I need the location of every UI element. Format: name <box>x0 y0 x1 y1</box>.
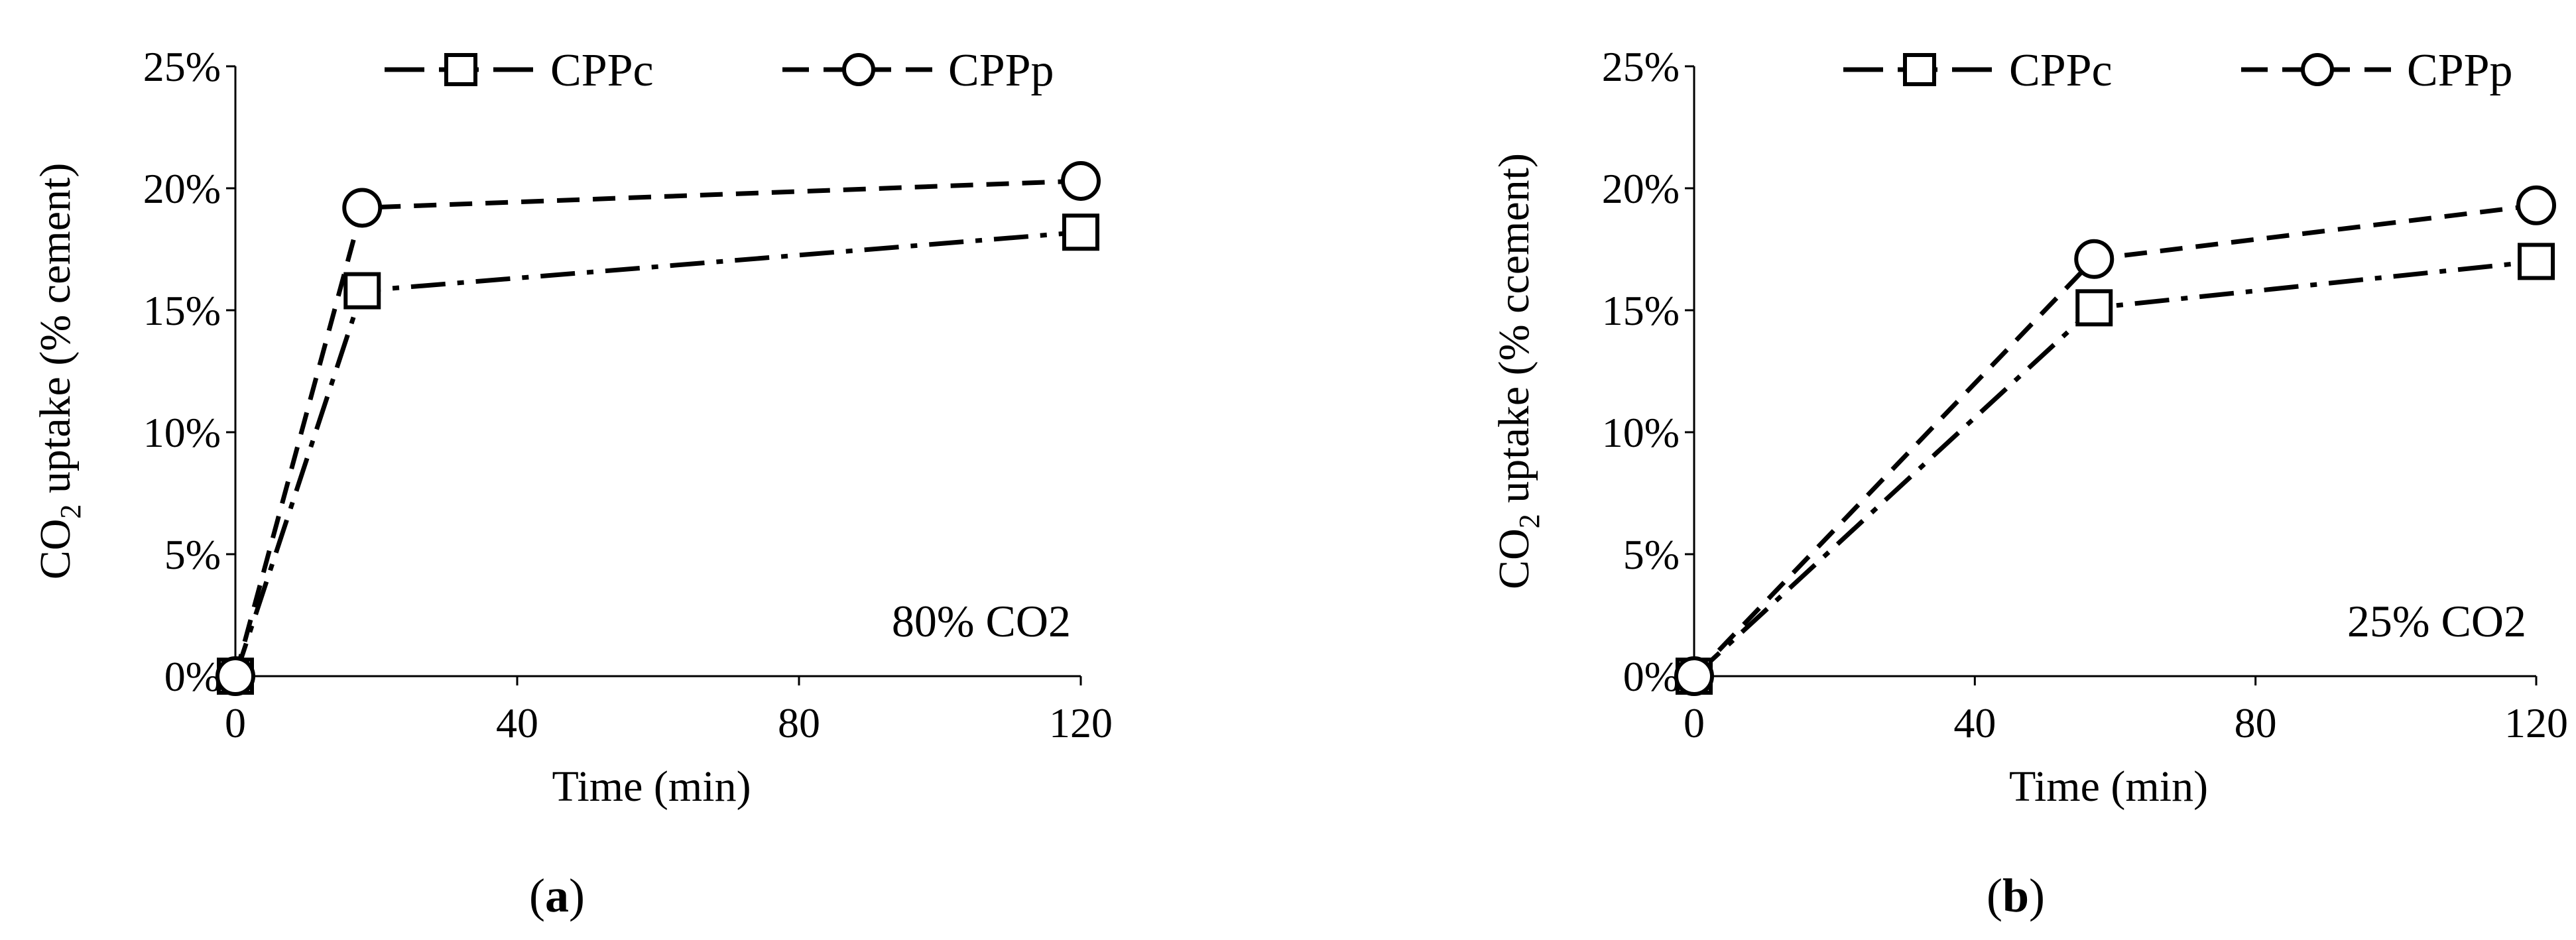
y-tick-label: 25% <box>1602 43 1680 90</box>
y-tick-label: 15% <box>1602 287 1680 334</box>
y-tick-label: 5% <box>1623 531 1680 578</box>
x-tick-label: 0 <box>225 699 246 746</box>
y-axis-title-subscript: 2 <box>54 504 87 519</box>
data-point-cppp <box>2516 185 2556 225</box>
y-axis-title-suffix: uptake (% ccement) <box>1490 153 1538 514</box>
panel-caption-open: ( <box>1987 869 2002 922</box>
x-tick-label: 40 <box>1953 699 1996 746</box>
data-point-cppp <box>342 188 383 228</box>
legend-marker-cppp <box>2301 53 2334 86</box>
legend-label-cppc: CPPc <box>2009 45 2113 96</box>
y-tick-label: 0% <box>1623 653 1680 700</box>
x-tick-label: 120 <box>2504 699 2568 746</box>
legend-label-cppp: CPPp <box>2407 45 2513 96</box>
data-point-cppp <box>2074 239 2115 279</box>
data-point-cppc <box>2075 289 2113 327</box>
panel-caption-close: ) <box>569 869 585 922</box>
data-point-cppc <box>2518 243 2555 280</box>
y-tick-label: 25% <box>143 43 221 90</box>
y-axis-title: CO2 uptake (% cement) <box>31 163 87 580</box>
panel-caption-letter: a <box>545 869 569 922</box>
y-tick-label: 0% <box>164 653 221 700</box>
panel-caption-open: ( <box>529 869 545 922</box>
panel-caption: (a) <box>529 869 585 922</box>
chart-panel-a: 0% 5% 10% 15% 20% 25% 0 40 80 120 Time (min) CO2 up… <box>31 43 1113 922</box>
x-tick-label: 120 <box>1049 699 1113 746</box>
condition-annotation: 80% CO2 <box>892 596 1071 646</box>
x-axis-title: Time (min) <box>2009 762 2208 811</box>
panel-caption-letter: b <box>2002 869 2029 922</box>
y-axis-title-subscript: 2 <box>1513 514 1546 528</box>
data-point-cppp <box>1674 656 1714 696</box>
y-axis-title-prefix: CO <box>31 519 80 580</box>
legend-label-cppc: CPPc <box>550 45 654 96</box>
x-tick-label: 80 <box>778 699 820 746</box>
y-tick-label: 10% <box>1602 409 1680 456</box>
condition-annotation: 25% CO2 <box>2347 596 2526 646</box>
x-tick-label: 80 <box>2235 699 2277 746</box>
data-point-cppc <box>1062 213 1099 251</box>
x-tick-label: 40 <box>496 699 538 746</box>
y-tick-label: 15% <box>143 287 221 334</box>
x-axis-title: Time (min) <box>552 762 751 811</box>
legend-label-cppp: CPPp <box>948 45 1054 96</box>
data-point-cppp <box>1061 160 1101 201</box>
panel-caption: (b) <box>1987 869 2045 922</box>
x-tick-label: 0 <box>1684 699 1705 746</box>
legend-marker-cppc <box>1903 53 1936 86</box>
y-axis-title-prefix: CO <box>1490 528 1538 589</box>
y-tick-label: 20% <box>1602 165 1680 212</box>
legend-marker-cppc <box>444 53 477 86</box>
chart-panel-b: 0% 5% 10% 15% 20% 25% 0 40 80 120 Time (min) CO2 up… <box>1490 43 2568 922</box>
legend-marker-cppp <box>842 53 875 86</box>
y-tick-label: 10% <box>143 409 221 456</box>
data-point-cppc <box>343 272 381 310</box>
y-axis-title: CO2 uptake (% ccement) <box>1490 153 1546 589</box>
y-tick-label: 20% <box>143 165 221 212</box>
y-tick-label: 5% <box>164 531 221 578</box>
data-point-cppp <box>215 656 255 696</box>
y-axis-title-suffix: uptake (% cement) <box>31 163 80 504</box>
panel-caption-close: ) <box>2029 869 2045 922</box>
